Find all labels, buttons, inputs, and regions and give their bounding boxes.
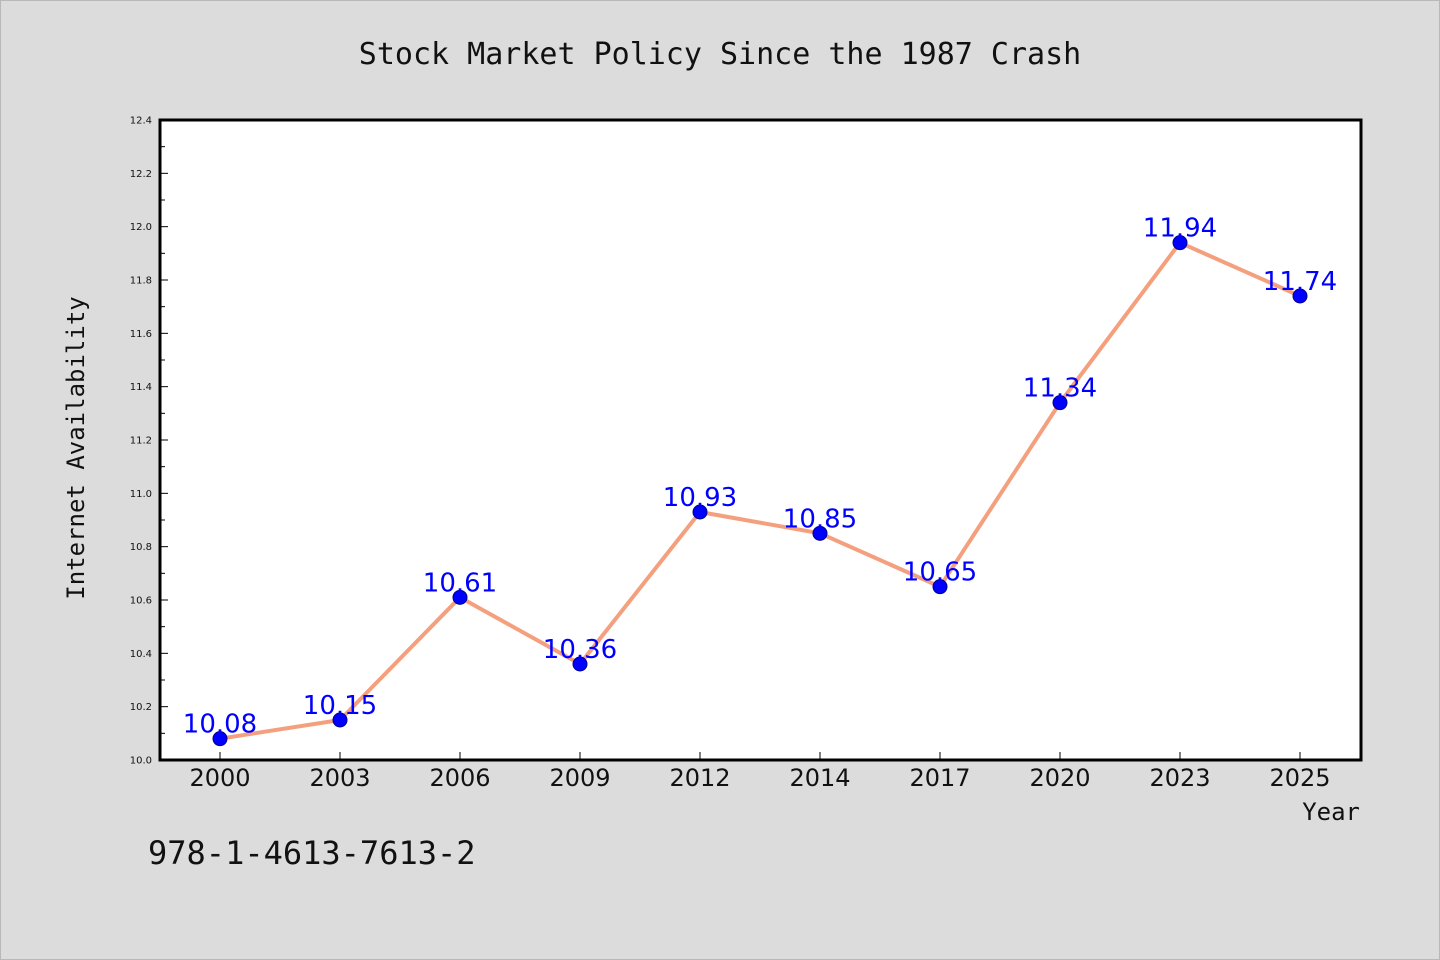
x-tick-label: 2020 bbox=[1029, 764, 1090, 792]
data-label: 10.36 bbox=[543, 635, 617, 665]
data-point bbox=[332, 712, 348, 728]
data-label: 10.61 bbox=[423, 568, 497, 598]
y-tick-label: 12.4 bbox=[130, 116, 152, 127]
markers-group bbox=[212, 235, 1308, 747]
data-point bbox=[692, 504, 708, 520]
y-tick-label: 11.4 bbox=[130, 382, 152, 393]
series-line bbox=[218, 240, 1302, 741]
y-tick-label: 11.6 bbox=[130, 329, 152, 340]
y-tick-label: 10.6 bbox=[130, 596, 152, 607]
y-tick-label: 12.0 bbox=[130, 222, 152, 233]
data-point bbox=[812, 525, 828, 541]
data-label: 10.08 bbox=[183, 710, 257, 740]
chart-title: Stock Market Policy Since the 1987 Crash bbox=[359, 37, 1081, 72]
y-tick-label: 11.8 bbox=[130, 276, 152, 287]
isbn-text: 978-1-4613-7613-2 bbox=[148, 834, 476, 872]
x-tick-label: 2025 bbox=[1269, 764, 1330, 792]
data-point bbox=[1292, 288, 1308, 304]
data-point bbox=[1172, 235, 1188, 251]
y-tick-label: 10.8 bbox=[130, 542, 152, 553]
y-axis-label: Internet Availability bbox=[62, 296, 90, 599]
data-label: 11.94 bbox=[1143, 214, 1217, 244]
data-point bbox=[932, 579, 948, 595]
data-label: 11.74 bbox=[1263, 267, 1337, 297]
plot-area bbox=[158, 118, 1363, 762]
y-axis: 10.0 10.2 10.4 10.6 10.8 11.0 11.2 11.4 11.6 11.8… bbox=[130, 116, 168, 767]
data-label: 10.65 bbox=[903, 558, 977, 588]
x-tick-label: 2012 bbox=[669, 764, 730, 792]
y-tick-label: 10.4 bbox=[130, 649, 152, 660]
x-axis-label: Year bbox=[1302, 798, 1360, 826]
data-point bbox=[1052, 395, 1068, 411]
x-tick-label: 2003 bbox=[309, 764, 370, 792]
x-axis: 2000 2003 2006 2009 2012 2014 2017 2020 2023 2025 bbox=[189, 752, 1331, 792]
x-tick-label: 2017 bbox=[909, 764, 970, 792]
y-tick-label: 10.0 bbox=[130, 756, 152, 767]
data-label: 10.93 bbox=[663, 483, 737, 513]
y-tick-label: 11.0 bbox=[130, 489, 152, 500]
y-tick-label: 12.2 bbox=[130, 169, 152, 180]
data-label: 10.85 bbox=[783, 504, 857, 534]
data-point bbox=[212, 731, 228, 747]
x-tick-label: 2006 bbox=[429, 764, 490, 792]
y-tick-label: 11.2 bbox=[130, 436, 152, 447]
x-tick-label: 2023 bbox=[1149, 764, 1210, 792]
data-point bbox=[572, 656, 588, 672]
series-group bbox=[218, 240, 1302, 741]
y-tick-label: 10.2 bbox=[130, 702, 152, 713]
data-point bbox=[452, 589, 468, 605]
x-tick-label: 2009 bbox=[549, 764, 610, 792]
x-tick-label: 2000 bbox=[189, 764, 250, 792]
data-label: 10.15 bbox=[303, 691, 377, 721]
data-labels-group: 10.08 10.15 10.61 10.36 10.93 10.85 10.65 11.34… bbox=[183, 214, 1337, 740]
x-tick-label: 2014 bbox=[789, 764, 850, 792]
data-label: 11.34 bbox=[1023, 374, 1097, 404]
